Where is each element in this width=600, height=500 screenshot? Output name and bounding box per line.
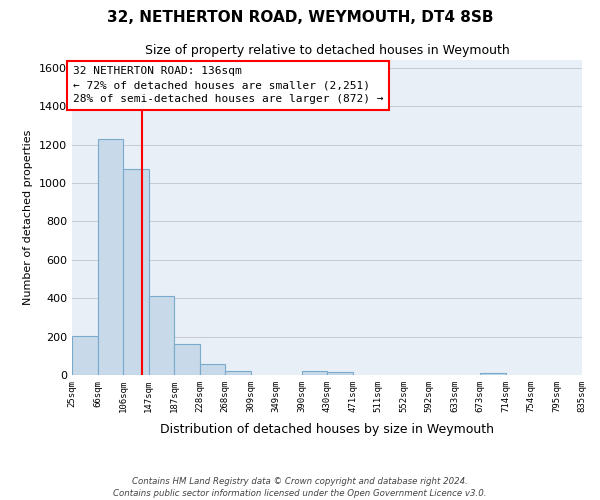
- Bar: [149, 296, 174, 375]
- Bar: [98, 138, 123, 375]
- Bar: [174, 344, 200, 375]
- Bar: [200, 364, 225, 375]
- Bar: [302, 371, 327, 375]
- X-axis label: Distribution of detached houses by size in Weymouth: Distribution of detached houses by size …: [160, 423, 494, 436]
- Text: 32 NETHERTON ROAD: 136sqm
← 72% of detached houses are smaller (2,251)
28% of se: 32 NETHERTON ROAD: 136sqm ← 72% of detac…: [73, 66, 383, 104]
- Text: 32, NETHERTON ROAD, WEYMOUTH, DT4 8SB: 32, NETHERTON ROAD, WEYMOUTH, DT4 8SB: [107, 10, 493, 25]
- Bar: [480, 372, 506, 375]
- Text: Contains HM Land Registry data © Crown copyright and database right 2024.
Contai: Contains HM Land Registry data © Crown c…: [113, 476, 487, 498]
- Y-axis label: Number of detached properties: Number of detached properties: [23, 130, 34, 305]
- Bar: [225, 371, 251, 375]
- Bar: [72, 336, 98, 375]
- Bar: [327, 372, 353, 375]
- Bar: [123, 168, 149, 375]
- Title: Size of property relative to detached houses in Weymouth: Size of property relative to detached ho…: [145, 44, 509, 58]
